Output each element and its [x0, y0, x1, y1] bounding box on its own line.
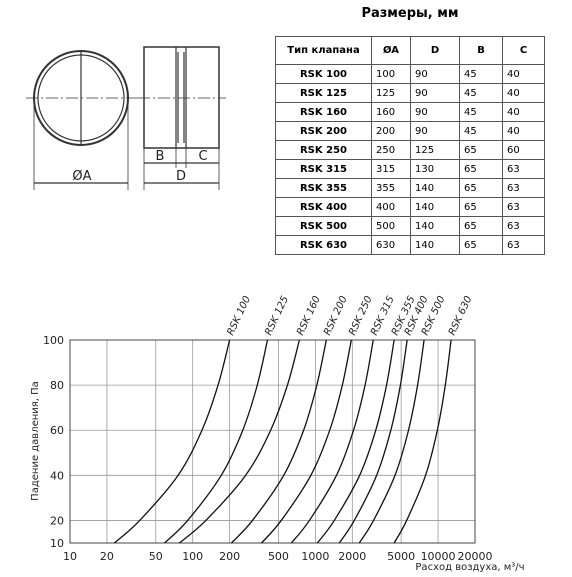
x-tick-label: 1000 — [301, 550, 329, 563]
x-tick-label: 20000 — [458, 550, 493, 563]
x-tick-label: 100 — [182, 550, 203, 563]
curve-label: RSK 160 — [295, 294, 323, 337]
curve — [179, 339, 301, 544]
table-row: RSK 630 630 140 65 63 — [275, 235, 545, 255]
curve — [358, 339, 425, 544]
table-row: Тип клапана ØA D B C — [275, 36, 545, 65]
table-row: RSK 160 160 90 45 40 — [275, 102, 545, 122]
plot-frame — [69, 339, 476, 544]
curve — [393, 339, 452, 544]
curve — [338, 339, 408, 544]
c-label: C — [198, 149, 207, 164]
diameter-label: ØA — [72, 169, 91, 184]
curve-label: RSK 630 — [447, 294, 475, 337]
d-label: D — [176, 169, 186, 184]
curve — [290, 339, 374, 544]
table-row: RSK 100 100 90 45 40 — [275, 64, 545, 84]
x-tick-label: 200 — [219, 550, 240, 563]
curve — [261, 339, 352, 544]
table-cell: C — [502, 36, 545, 65]
curve — [230, 339, 327, 544]
y-tick-label: 80 — [50, 379, 64, 392]
y-axis-label: Падение давления, Па — [30, 381, 41, 501]
y-tick-label: 40 — [50, 469, 64, 482]
valve-drawing — [26, 46, 226, 190]
table-cell: 63 — [502, 235, 545, 255]
x-tick-label: 20 — [100, 550, 114, 563]
table-row: RSK 125 125 90 45 40 — [275, 83, 545, 103]
x-tick-label: 5000 — [387, 550, 415, 563]
x-tick-label: 2000 — [338, 550, 366, 563]
x-tick-label: 10 — [63, 550, 77, 563]
table-row: RSK 400 400 140 65 63 — [275, 197, 545, 217]
curve — [164, 339, 269, 544]
x-axis-label: Расход воздуха, м³/ч — [415, 562, 524, 573]
curve — [316, 339, 395, 544]
y-tick-label: 10 — [50, 537, 64, 550]
table-cell: ØA — [371, 36, 411, 65]
x-tick-label: 50 — [149, 550, 163, 563]
b-label: B — [156, 149, 165, 164]
dimensions-table: Тип клапана ØA D B C RSK 100 100 90 45 40 RSK 125 1… — [275, 36, 545, 255]
table-row: RSK 250 250 125 65 60 — [275, 140, 545, 160]
x-tick-label: 500 — [268, 550, 289, 563]
curve-label: RSK 200 — [322, 294, 350, 337]
y-tick-label: 100 — [43, 334, 64, 347]
table-title: Размеры, мм — [361, 6, 459, 21]
curve-label: RSK 100 — [225, 294, 253, 337]
x-tick-label: 10000 — [421, 550, 456, 563]
table-cell: D — [410, 36, 460, 65]
y-tick-label: 60 — [50, 424, 64, 437]
table-row: RSK 200 200 90 45 40 — [275, 121, 545, 141]
y-tick-label: 20 — [50, 514, 64, 527]
curve-label: RSK 125 — [263, 294, 291, 337]
curve — [113, 339, 231, 544]
table-cell: Тип клапана — [275, 36, 372, 65]
